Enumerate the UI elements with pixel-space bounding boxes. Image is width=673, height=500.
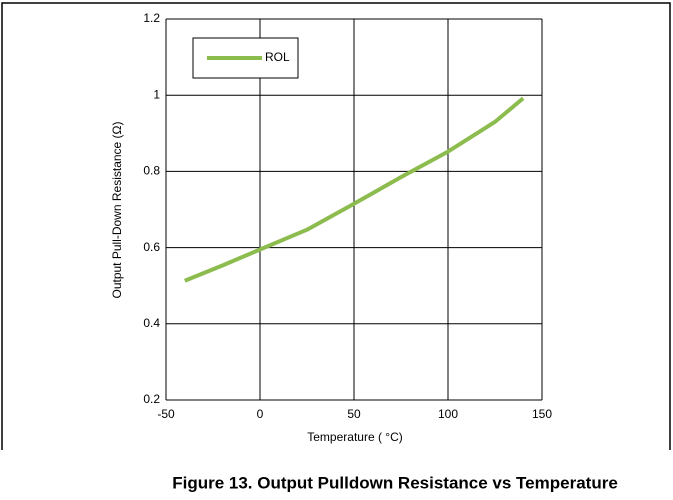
y-tick-label: 1 <box>153 87 160 101</box>
page-frame <box>1 2 671 450</box>
x-axis-label: Temperature ( °C) <box>307 430 403 444</box>
y-tick-label: 1.2 <box>143 11 160 25</box>
x-tick-label: 100 <box>438 407 458 421</box>
legend-label: ROL <box>265 50 290 64</box>
y-tick-label: 0.6 <box>143 240 160 254</box>
x-tick-label: 150 <box>532 407 552 421</box>
x-tick-label: -50 <box>157 407 175 421</box>
y-tick-label: 0.8 <box>143 164 160 178</box>
y-axis-label: Output Pull-Down Resistance (Ω) <box>110 121 124 298</box>
x-tick-label: 50 <box>347 407 361 421</box>
data-line <box>184 96 525 283</box>
caption: Figure 13. Output Pulldown Resistance vs… <box>172 473 618 492</box>
y-tick-label: 0.2 <box>143 392 160 406</box>
y-tick-label: 0.4 <box>143 316 160 330</box>
x-tick-label: 0 <box>257 407 264 421</box>
